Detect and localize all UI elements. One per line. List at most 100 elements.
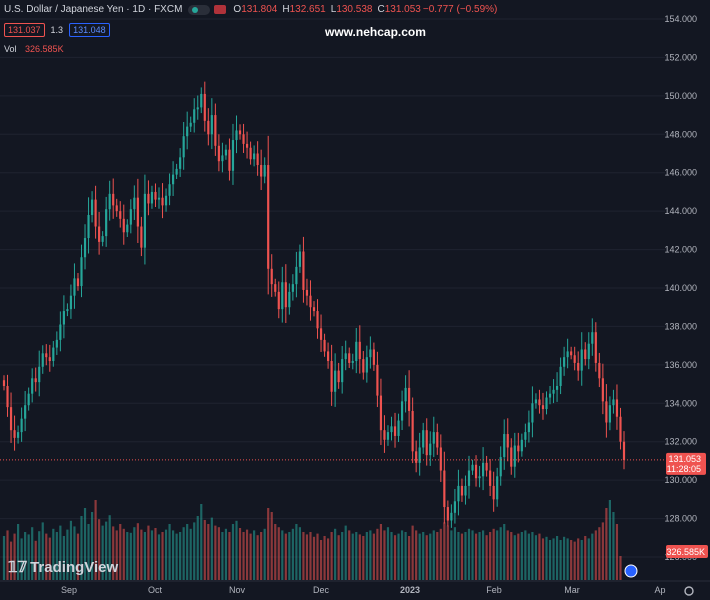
volume-bar xyxy=(101,525,104,580)
candle-body xyxy=(45,353,48,358)
candle-body xyxy=(34,378,37,383)
candle-body xyxy=(383,430,386,440)
candle-body xyxy=(256,153,259,166)
volume-bar xyxy=(365,532,368,580)
volume-bar xyxy=(341,532,344,580)
candle-body xyxy=(615,399,619,417)
volume-bar xyxy=(245,529,249,580)
session-flag-icon[interactable] xyxy=(624,564,638,578)
candle-body xyxy=(619,416,622,442)
volume-bar xyxy=(432,530,435,580)
volume-bar xyxy=(489,532,492,580)
candle-body xyxy=(344,353,347,360)
low-label: L xyxy=(330,4,337,15)
volume-bar xyxy=(464,532,467,580)
volume-bar xyxy=(136,523,139,580)
candle-body xyxy=(94,199,97,227)
candle-body xyxy=(517,445,520,452)
volume-bar xyxy=(52,528,55,580)
chart-legend-header: U.S. Dollar / Japanese Yen · 1D · FXCM O… xyxy=(4,4,499,15)
volume-bar xyxy=(87,524,90,580)
x-tick-label: Dec xyxy=(313,585,330,595)
candle-body xyxy=(224,149,228,156)
candle-body xyxy=(66,309,69,312)
flag-icon[interactable] xyxy=(214,5,227,14)
candle-body xyxy=(76,278,80,287)
volume-bar xyxy=(334,528,337,580)
volume-bar xyxy=(38,531,41,580)
x-tick-label: 2023 xyxy=(400,585,420,595)
sell-price-button[interactable]: 131.037 xyxy=(4,23,45,37)
volume-bar xyxy=(83,508,87,580)
volume-bar xyxy=(20,538,23,580)
candle-body xyxy=(369,349,372,358)
volume-bar xyxy=(105,521,108,580)
volume-bar xyxy=(274,524,277,580)
volume-bar xyxy=(358,534,361,580)
candle-body xyxy=(453,501,457,513)
candle-body xyxy=(584,349,587,360)
volume-bar xyxy=(527,533,530,580)
volume-bar xyxy=(390,532,393,580)
volume-bar xyxy=(612,512,615,580)
candle-body xyxy=(221,155,224,162)
volume-bar xyxy=(129,532,132,580)
candle-body xyxy=(573,355,576,363)
candle-body xyxy=(390,426,393,433)
volume-bar xyxy=(27,534,30,580)
volume-bar xyxy=(115,530,118,580)
high-label: H xyxy=(282,4,290,15)
volume-bar xyxy=(150,530,154,580)
candle-body xyxy=(270,268,273,285)
candle-body xyxy=(594,332,597,363)
settings-gear-icon[interactable] xyxy=(684,586,694,596)
candle-body xyxy=(608,405,612,423)
candle-body xyxy=(147,193,150,204)
volume-bar xyxy=(281,530,284,580)
candle-body xyxy=(122,218,125,233)
candle-body xyxy=(231,140,235,171)
volume-bar xyxy=(587,538,590,580)
buy-price-button[interactable]: 131.048 xyxy=(69,23,110,37)
volume-bar xyxy=(496,530,499,580)
volume-bar xyxy=(214,525,217,580)
candle-body xyxy=(612,399,615,406)
volume-bar xyxy=(263,528,266,580)
volume-bar xyxy=(260,532,263,580)
volume-bar xyxy=(457,532,460,580)
volume-bar xyxy=(200,504,203,580)
volume-bar xyxy=(517,533,520,580)
candle-body xyxy=(161,197,164,206)
candle-body xyxy=(411,410,414,452)
tradingview-logo[interactable]: 𝟙𝟟 TradingView xyxy=(8,558,118,577)
volume-bar xyxy=(217,527,220,580)
candle-body xyxy=(580,349,583,371)
candle-body xyxy=(587,343,590,360)
candle-body xyxy=(524,432,527,440)
volume-bar xyxy=(73,526,76,580)
volume-bar xyxy=(369,530,372,580)
candle-body xyxy=(598,362,601,379)
candle-body xyxy=(214,115,217,146)
candle-body xyxy=(481,462,485,477)
candle-body xyxy=(154,191,157,200)
y-tick-label: 142.000 xyxy=(664,245,697,255)
volume-bar xyxy=(171,530,175,580)
candle-body xyxy=(150,191,154,204)
candle-body xyxy=(267,165,270,269)
volume-bar xyxy=(439,528,442,580)
candle-body xyxy=(323,339,326,352)
symbol-title[interactable]: U.S. Dollar / Japanese Yen · 1D · FXCM xyxy=(4,4,183,15)
volume-bar xyxy=(298,527,302,580)
volume-bar xyxy=(235,520,238,580)
market-status-toggle[interactable] xyxy=(188,4,211,15)
high-value: 132.651 xyxy=(289,4,326,15)
candle-body xyxy=(249,147,252,160)
candle-body xyxy=(496,476,499,500)
candle-body xyxy=(200,93,203,108)
volume-bar xyxy=(270,512,273,580)
volume-bar xyxy=(126,532,129,580)
candle-body xyxy=(245,143,249,148)
volume-bar xyxy=(122,528,125,580)
